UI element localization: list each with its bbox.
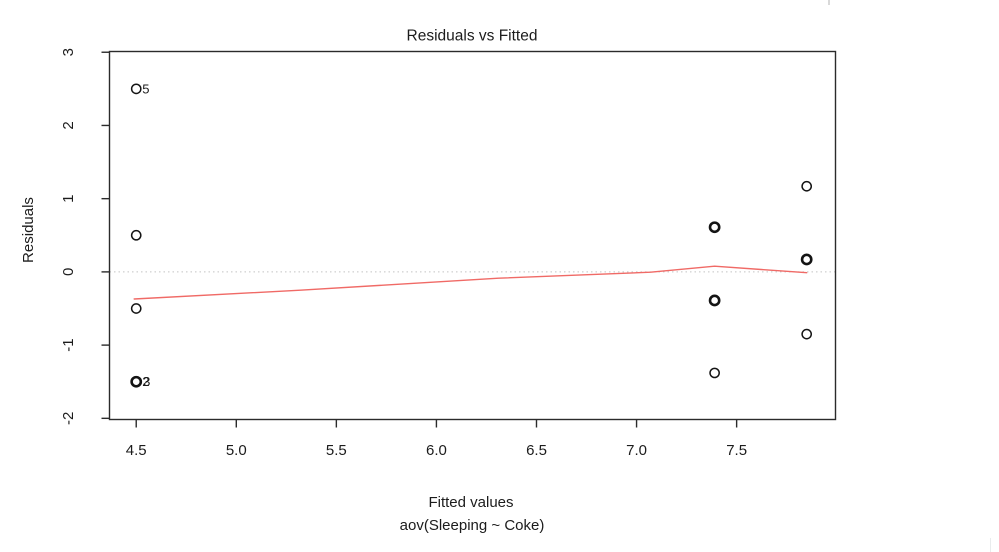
screen-artifact-bottom-right (990, 538, 991, 552)
y-tick-label: 0 (60, 268, 77, 276)
y-tick-label: 1 (60, 194, 77, 202)
data-point (130, 229, 142, 241)
data-point (130, 375, 143, 388)
data-point (708, 294, 721, 307)
data-point (800, 253, 813, 266)
data-point (708, 221, 721, 234)
x-tick-label: 7.0 (626, 442, 647, 459)
x-axis-sublabel: aov(Sleeping ~ Coke) (399, 517, 545, 534)
x-tick-label: 4.5 (126, 442, 147, 459)
data-point (130, 303, 142, 314)
y-tick-label: 3 (60, 48, 77, 56)
chart-title: Residuals vs Fitted (406, 27, 538, 45)
data-point (130, 83, 142, 95)
data-point (801, 180, 813, 192)
y-tick-label: -2 (60, 412, 77, 425)
x-tick-label: 6.5 (526, 442, 547, 459)
y-axis-label: Residuals (20, 197, 37, 263)
data-point (709, 367, 720, 379)
x-tick-label: 5.0 (226, 442, 247, 459)
data-point (801, 328, 813, 340)
y-tick-label: -1 (60, 338, 77, 351)
x-axis-label: Fitted values (428, 494, 514, 511)
x-tick-label: 7.5 (726, 442, 747, 459)
y-tick-label: 2 (60, 121, 77, 129)
x-tick-label: 6.0 (426, 442, 447, 459)
point-label: 5 (142, 81, 149, 96)
screen-artifact-top (828, 0, 830, 5)
point-label: 2 (142, 374, 149, 389)
point-label: 3 (143, 374, 150, 389)
x-tick-label: 5.5 (326, 442, 347, 459)
smooth-line (133, 265, 808, 300)
plot-box (108, 50, 837, 421)
